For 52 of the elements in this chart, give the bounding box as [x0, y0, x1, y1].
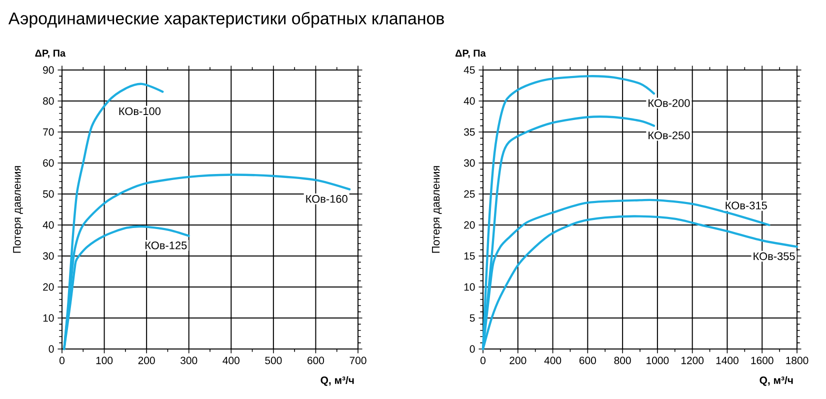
x-tick-label: 1600: [751, 356, 774, 364]
series-label: КОв-355: [754, 252, 795, 260]
x-tick-label: 200: [138, 356, 155, 364]
x-tick-label: 200: [510, 356, 526, 364]
x-tick-label: 1200: [682, 356, 704, 364]
y-tick-label: 20: [43, 283, 54, 291]
y-tick-label: 40: [464, 97, 475, 105]
y-tick-label: 35: [464, 128, 475, 136]
x-tick-label: 100: [96, 356, 113, 364]
y-tick-label: 0: [48, 345, 54, 353]
y-tick-label: 45: [464, 66, 475, 74]
y-axis-title: Потеря давления: [432, 166, 442, 253]
y-tick-label: 50: [43, 190, 54, 198]
x-tick-label: 1400: [716, 356, 738, 364]
chart-title: Аэродинамические характеристики обратных клапанов: [8, 12, 444, 28]
x-axis-title: Q, м³/ч: [760, 376, 793, 386]
x-axis-title: Q, м³/ч: [320, 376, 354, 386]
y-tick-label: 90: [43, 66, 54, 74]
y-tick-label: 80: [43, 97, 54, 105]
x-tick-label: 800: [614, 356, 631, 364]
y-tick-label: 60: [43, 159, 54, 167]
x-tick-label: 0: [59, 356, 64, 364]
x-tick-label: 1800: [786, 356, 808, 364]
text: ΔP, Па: [455, 50, 486, 58]
x-tick-label: 600: [308, 356, 324, 364]
series-label: КОв-250: [648, 131, 690, 140]
x-tick-label: 300: [180, 356, 198, 364]
x-tick-label: 400: [544, 356, 562, 364]
series-label: КОв-160: [306, 195, 348, 203]
y-tick-label: 10: [43, 314, 54, 322]
x-tick-label: 1000: [646, 356, 669, 364]
x-tick-label: 400: [222, 356, 240, 364]
y-tick-label: 5: [470, 314, 475, 322]
x-tick-label: 500: [265, 356, 282, 364]
x-tick-label: 600: [579, 356, 596, 364]
y-tick-label: 30: [464, 159, 475, 167]
series-label: КОв-200: [648, 99, 690, 107]
series-label: КОв-315: [726, 202, 767, 210]
y-tick-label: 40: [42, 221, 54, 229]
series-label: КОв-100: [119, 107, 161, 116]
y-tick-label: 0: [470, 345, 475, 353]
text: ΔP, Па: [35, 50, 66, 58]
x-tick-label: 0: [480, 356, 486, 364]
series-label: КОв-125: [146, 242, 187, 250]
y-tick-label: 30: [42, 252, 54, 260]
y-tick-label: 70: [43, 128, 54, 136]
y-axis-title: Потеря давления: [13, 166, 23, 253]
y-tick-label: 25: [464, 190, 475, 198]
x-tick-label: 700: [350, 356, 366, 364]
y-tick-label: 10: [464, 283, 475, 291]
y-tick-label: 15: [464, 252, 475, 260]
y-tick-label: 20: [464, 221, 475, 229]
